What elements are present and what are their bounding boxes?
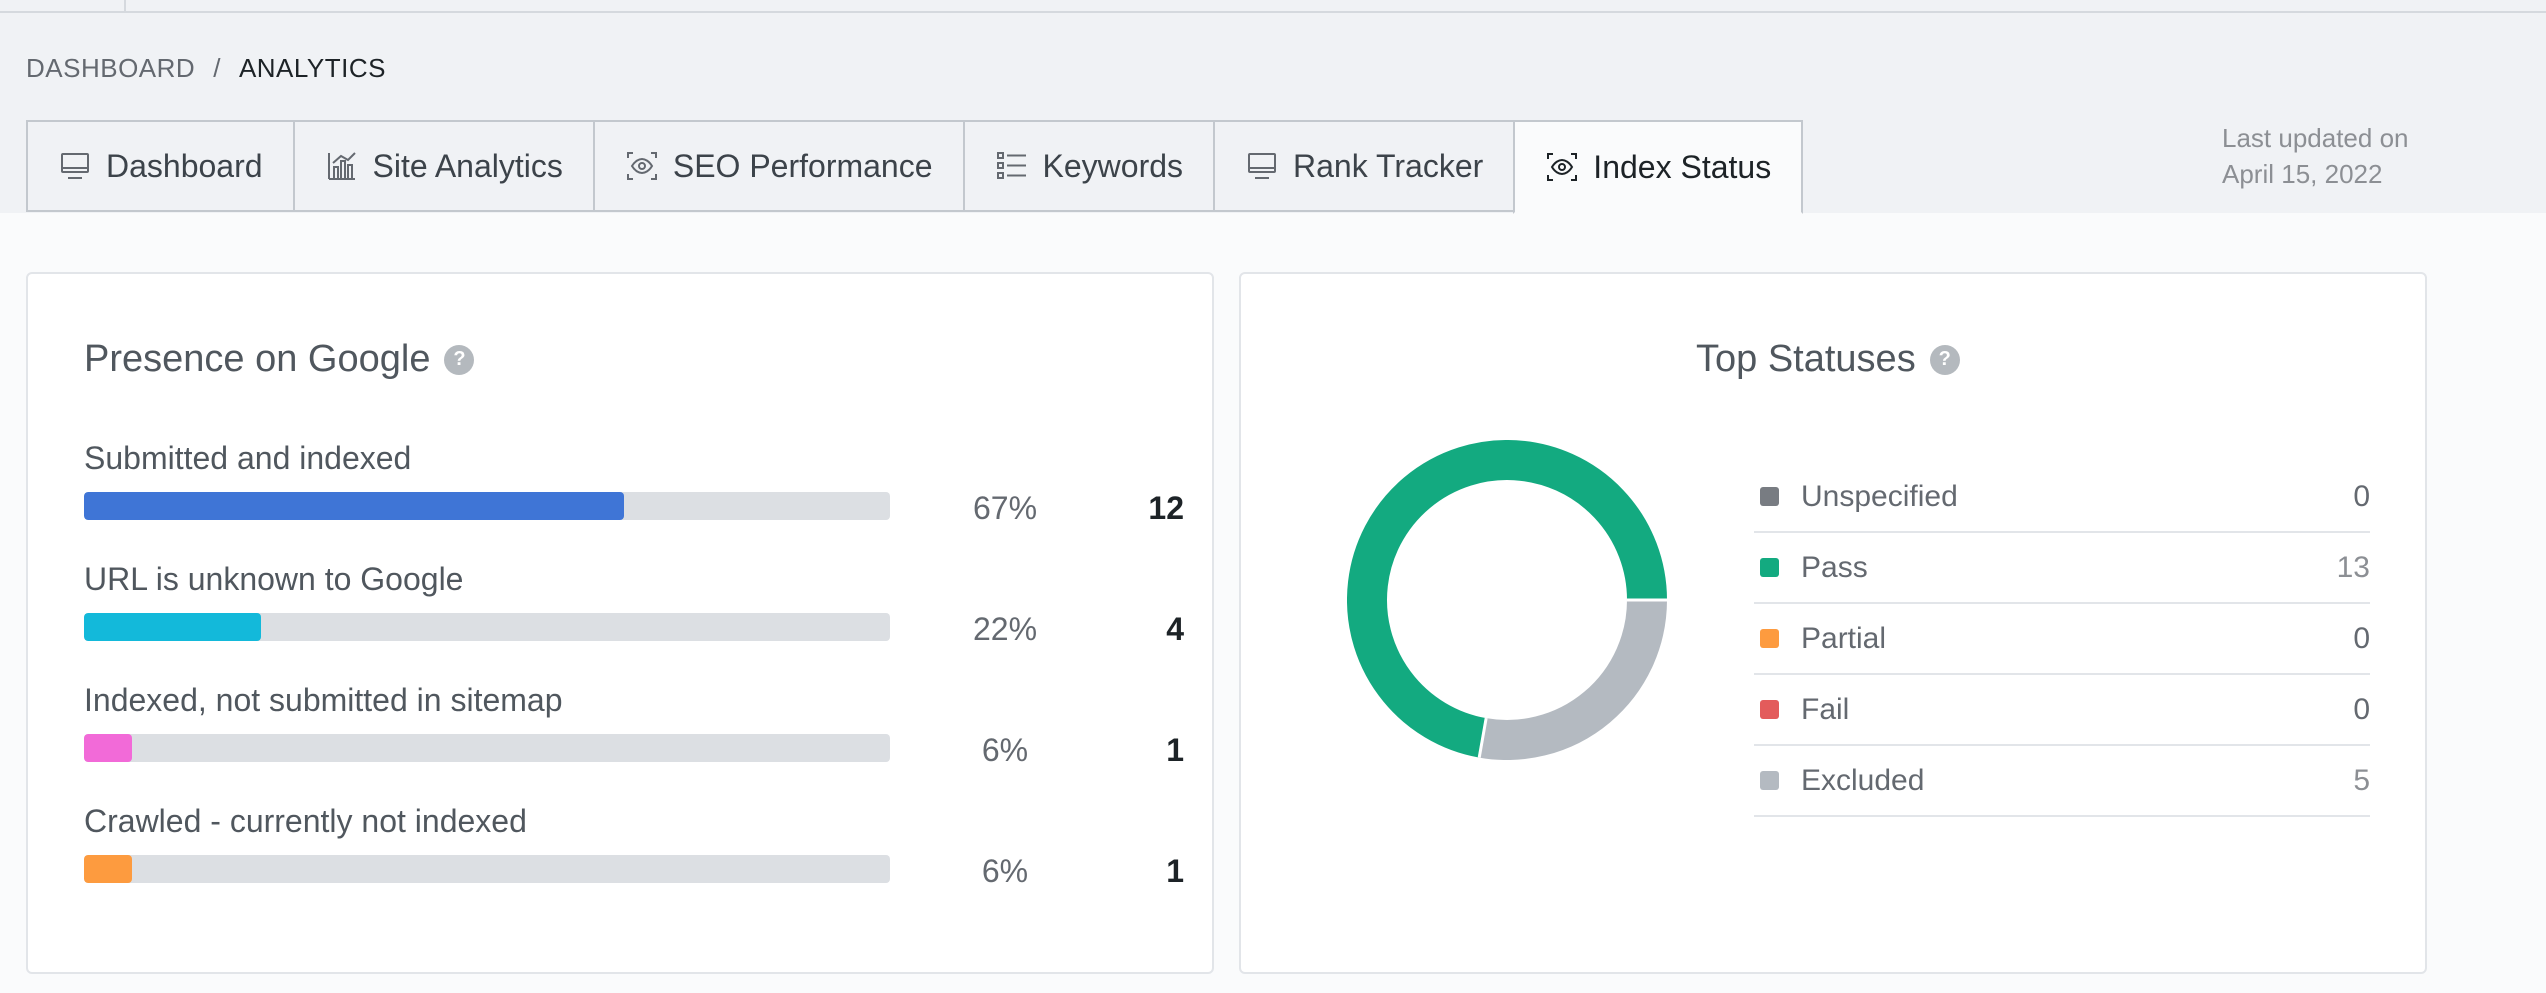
legend-swatch	[1760, 629, 1779, 648]
legend-value: 0	[2353, 621, 2370, 655]
top-bar	[0, 0, 2546, 13]
tab-label: Site Analytics	[372, 147, 563, 184]
tab-seo-performance[interactable]: SEO Performance	[592, 120, 963, 212]
tab-label: Keywords	[1042, 147, 1184, 184]
tab-label: Rank Tracker	[1293, 147, 1484, 184]
help-icon[interactable]: ?	[1929, 344, 1960, 375]
tab-label: Index Status	[1593, 148, 1772, 185]
help-icon[interactable]: ?	[444, 344, 475, 375]
presence-row-percent: 6%	[981, 732, 1029, 768]
top-statuses-title-wrap: Top Statuses ?	[1696, 338, 1960, 381]
presence-row-percent: 6%	[981, 853, 1029, 889]
tab-index-status[interactable]: Index Status	[1513, 120, 1804, 214]
progress-fill	[84, 734, 133, 762]
presence-title: Presence on Google	[84, 338, 431, 380]
presence-row-label: Submitted and indexed	[84, 440, 412, 476]
legend-item-unspecified: Unspecified 0	[1754, 462, 2370, 533]
presence-row-label: Indexed, not submitted in sitemap	[84, 682, 563, 718]
breadcrumb-analytics: ANALYTICS	[238, 52, 386, 83]
presence-title-wrap: Presence on Google ?	[84, 338, 475, 381]
tab-bar: Dashboard Site Analytics SEO Performance…	[26, 120, 1804, 214]
tab-label: SEO Performance	[672, 147, 933, 184]
legend-swatch	[1760, 487, 1779, 506]
legend-label: Fail	[1801, 692, 1850, 726]
legend-label: Partial	[1801, 621, 1887, 655]
eye-scan-icon	[625, 149, 659, 183]
legend-item-excluded: Excluded 5	[1754, 746, 2370, 817]
tab-rank-tracker[interactable]: Rank Tracker	[1213, 120, 1514, 212]
legend-value: 13	[2336, 550, 2370, 584]
presence-row-label: URL is unknown to Google	[84, 561, 464, 597]
progress-track	[84, 492, 890, 520]
legend-item-fail: Fail 0	[1754, 675, 2370, 746]
legend-value: 0	[2353, 479, 2370, 513]
breadcrumb-separator: /	[213, 52, 221, 83]
presence-row-count: 1	[1166, 853, 1184, 889]
donut-slice-pass	[1347, 440, 1667, 758]
monitor-icon	[1245, 149, 1279, 183]
list-icon	[995, 149, 1029, 183]
eye-scan-icon	[1545, 150, 1579, 184]
progress-fill	[84, 492, 625, 520]
breadcrumb: DASHBOARD / ANALYTICS	[26, 52, 386, 84]
legend-item-pass: Pass 13	[1754, 533, 2370, 604]
presence-row-percent: 67%	[972, 490, 1038, 526]
legend-swatch	[1760, 700, 1779, 719]
top-statuses-card: Top Statuses ? Unspecified 0 Pass 13 Par…	[1239, 272, 2427, 974]
progress-fill	[84, 855, 133, 883]
legend-value: 5	[2353, 763, 2370, 797]
breadcrumb-dashboard[interactable]: DASHBOARD	[26, 52, 196, 83]
presence-row-percent: 22%	[972, 611, 1038, 647]
top-statuses-title: Top Statuses	[1696, 338, 1916, 380]
legend-label: Excluded	[1801, 763, 1925, 797]
presence-card: Presence on Google ? Submitted and index…	[26, 272, 1214, 974]
legend-swatch	[1760, 771, 1779, 790]
progress-track	[84, 855, 890, 883]
donut-slice-excluded	[1479, 599, 1667, 760]
tab-dashboard[interactable]: Dashboard	[26, 120, 293, 212]
tab-label: Dashboard	[106, 147, 263, 184]
bar-chart-icon	[325, 149, 359, 183]
last-updated-label: Last updated on	[2222, 123, 2409, 153]
legend-item-partial: Partial 0	[1754, 604, 2370, 675]
presence-row: Crawled - currently not indexed 6% 1	[84, 803, 1184, 923]
last-updated: Last updated on April 15, 2022	[2222, 120, 2409, 192]
progress-track	[84, 613, 890, 641]
presence-row: Indexed, not submitted in sitemap 6% 1	[84, 682, 1184, 802]
presence-row-count: 12	[1148, 490, 1184, 526]
status-legend: Unspecified 0 Pass 13 Partial 0 Fail 0 E…	[1754, 462, 2370, 817]
presence-row: Submitted and indexed 67% 12	[84, 440, 1184, 560]
presence-row-count: 1	[1166, 732, 1184, 768]
progress-track	[84, 734, 890, 762]
legend-label: Pass	[1801, 550, 1868, 584]
presence-row-label: Crawled - currently not indexed	[84, 803, 527, 839]
status-donut-chart	[1347, 440, 1667, 760]
monitor-icon	[58, 149, 92, 183]
tab-site-analytics[interactable]: Site Analytics	[292, 120, 593, 212]
last-updated-date: April 15, 2022	[2222, 159, 2383, 189]
presence-row: URL is unknown to Google 22% 4	[84, 561, 1184, 681]
legend-label: Unspecified	[1801, 479, 1958, 513]
legend-value: 0	[2353, 692, 2370, 726]
progress-fill	[84, 613, 262, 641]
donut-separator	[1477, 717, 1488, 758]
tab-keywords[interactable]: Keywords	[962, 120, 1214, 212]
legend-swatch	[1760, 558, 1779, 577]
presence-row-count: 4	[1166, 611, 1184, 647]
